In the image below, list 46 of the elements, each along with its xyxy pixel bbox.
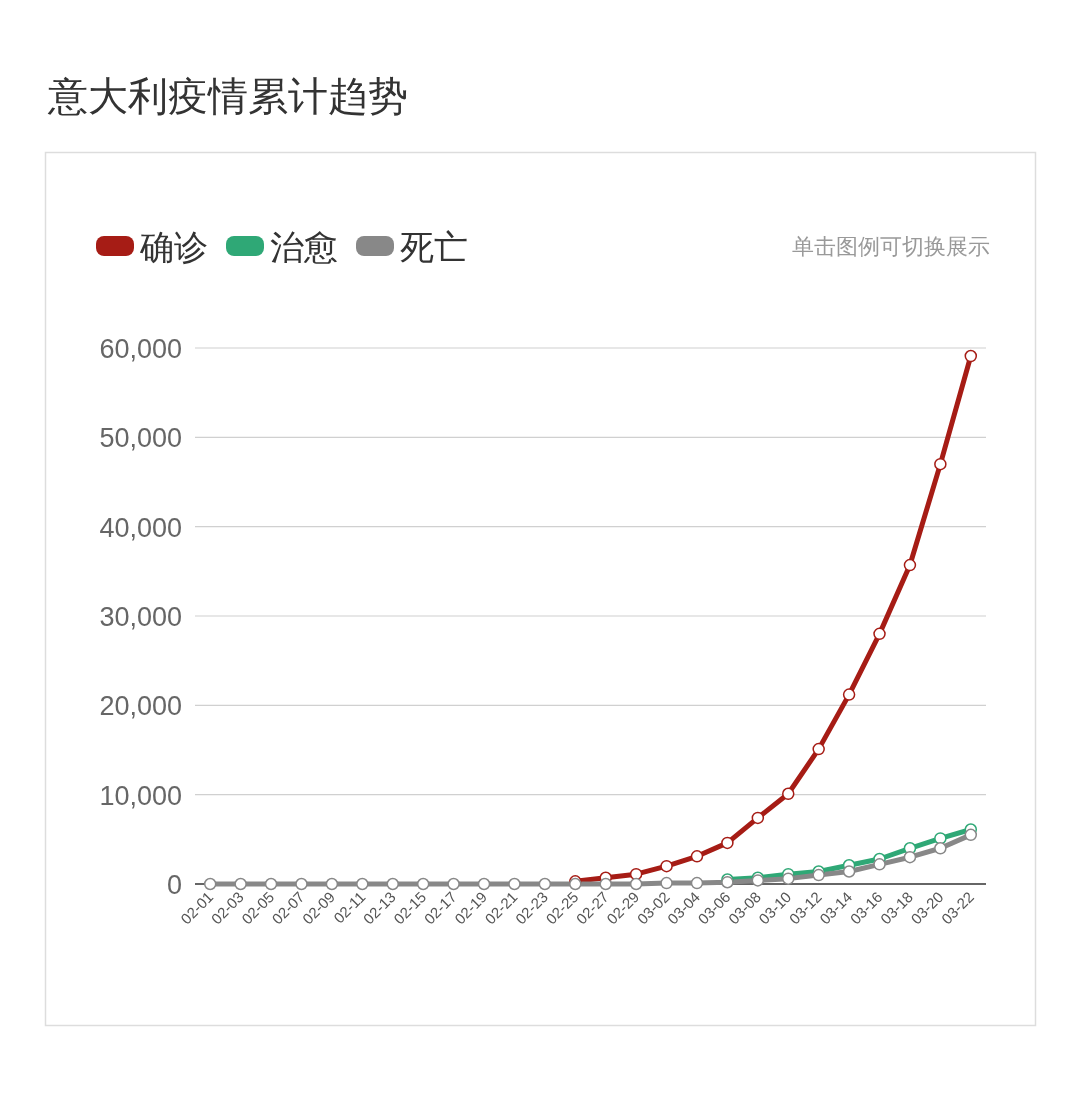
point xyxy=(660,876,673,890)
y-tick-label: 50,000 xyxy=(99,423,182,454)
point xyxy=(599,877,612,891)
point xyxy=(964,349,978,363)
point xyxy=(812,868,825,882)
point xyxy=(842,688,856,701)
point xyxy=(782,872,795,885)
legend-label: 确诊 xyxy=(139,228,208,266)
text: 单击图例可切换展示 xyxy=(792,234,990,259)
point xyxy=(203,877,217,891)
point xyxy=(903,850,917,864)
point xyxy=(873,858,886,871)
point xyxy=(690,850,704,863)
legend-label: 死亡 xyxy=(400,228,468,266)
point xyxy=(934,457,947,471)
point xyxy=(386,877,399,891)
point xyxy=(325,877,339,891)
point xyxy=(934,842,947,855)
point xyxy=(264,877,278,891)
y-tick-label: 10,000 xyxy=(99,780,182,811)
point xyxy=(782,787,795,801)
y-tick-label: 40,000 xyxy=(99,512,182,543)
point xyxy=(842,865,856,878)
point xyxy=(812,742,825,756)
chart-title: 意大利疫情累计趋势 xyxy=(47,74,408,118)
y-tick-label: 60,000 xyxy=(99,334,182,364)
point xyxy=(964,828,978,842)
point xyxy=(538,877,552,891)
point xyxy=(477,877,491,891)
point xyxy=(903,558,917,572)
y-tick-label: 0 xyxy=(166,870,182,900)
point xyxy=(234,877,247,891)
point xyxy=(629,877,643,891)
legend-label: 治愈 xyxy=(270,228,338,266)
point xyxy=(356,877,369,891)
point xyxy=(416,877,430,891)
point xyxy=(447,877,460,891)
point xyxy=(508,877,521,891)
point xyxy=(295,877,308,891)
point xyxy=(690,876,704,890)
point xyxy=(873,627,886,641)
point xyxy=(751,811,765,825)
point xyxy=(660,859,673,873)
y-tick-label: 30,000 xyxy=(99,602,182,632)
point xyxy=(721,836,734,850)
y-tick-label: 20,000 xyxy=(99,691,182,722)
